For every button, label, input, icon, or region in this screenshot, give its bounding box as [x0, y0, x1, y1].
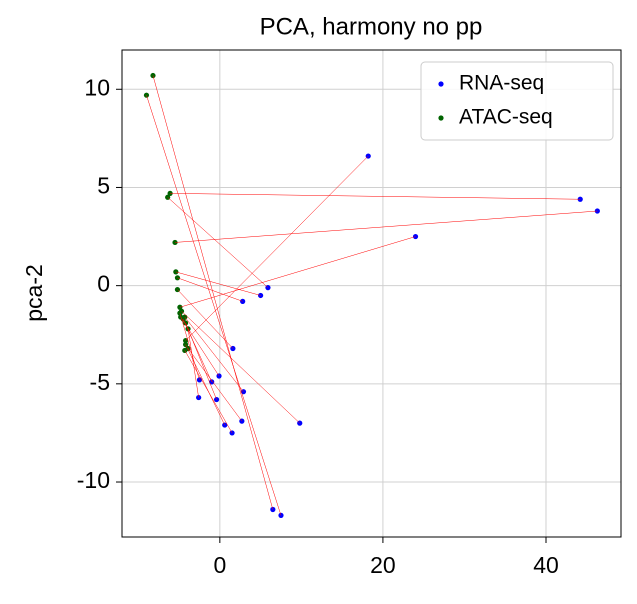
legend-label: RNA-seq	[459, 72, 544, 95]
pair-link	[167, 197, 269, 288]
y-tick-label: 0	[97, 271, 110, 297]
pair-link	[185, 344, 225, 426]
y-tick-label: 10	[84, 74, 110, 100]
x-tick-label: 0	[213, 552, 226, 578]
point	[172, 239, 178, 246]
pair-link	[185, 322, 217, 400]
plot-frame	[121, 49, 622, 538]
point	[177, 304, 183, 310]
y-tick-label: -10	[77, 467, 110, 493]
point	[182, 341, 189, 348]
point	[412, 233, 419, 240]
y-tick-label: -5	[90, 369, 110, 395]
chart-title: PCA, harmony no pp	[260, 13, 483, 40]
pair-link	[174, 210, 598, 243]
pair-link	[177, 289, 234, 349]
pair-link	[146, 95, 282, 516]
pair-link	[184, 350, 233, 434]
legend-label: ATAC-seq	[459, 106, 553, 129]
point	[150, 72, 156, 79]
pair-link	[170, 193, 581, 200]
point	[594, 208, 600, 214]
pair-link	[177, 277, 243, 302]
pair-link	[175, 271, 261, 296]
pair-link	[187, 348, 243, 422]
pair-link	[152, 75, 274, 510]
y-axis-label: pca-2	[21, 264, 47, 322]
pair-link	[185, 155, 369, 341]
pair-link	[179, 236, 416, 308]
x-tick-label: 20	[370, 552, 396, 578]
pair-link	[179, 313, 200, 380]
pair-link	[184, 316, 244, 392]
point	[174, 275, 181, 281]
legend-marker	[438, 115, 444, 121]
point	[167, 190, 173, 196]
x-tick-label: 40	[533, 552, 559, 578]
legend-box	[420, 61, 614, 141]
pair-link	[181, 310, 300, 424]
y-tick-label: 5	[97, 173, 110, 199]
legend-marker	[438, 81, 444, 87]
pair-link	[187, 328, 199, 398]
